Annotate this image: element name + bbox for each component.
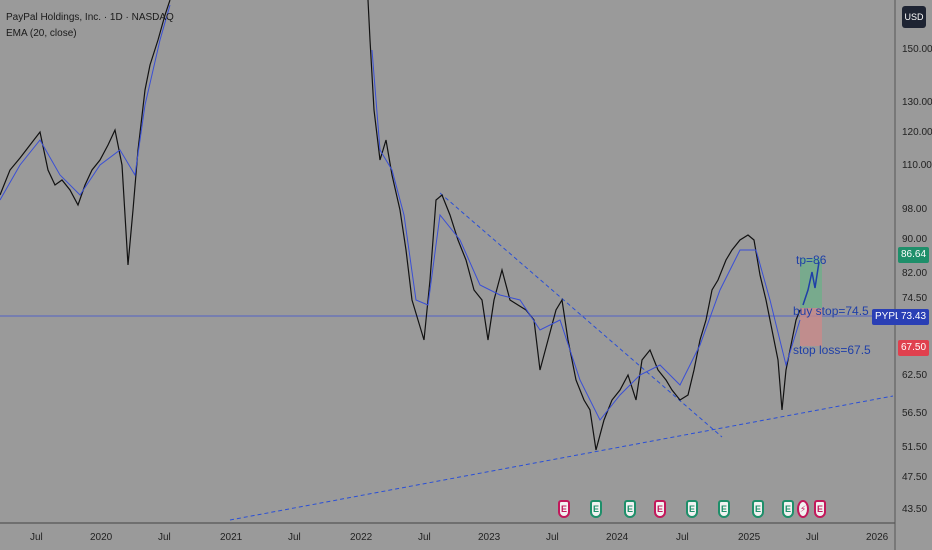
time-label: Jul bbox=[288, 532, 301, 543]
price-label: 62.50 bbox=[902, 370, 928, 381]
buy-stop-annotation[interactable]: buy stop=74.5 bbox=[793, 304, 869, 318]
price-label: 90.00 bbox=[902, 234, 928, 245]
earnings-event-icon[interactable]: E bbox=[654, 500, 666, 518]
earnings-event-icon[interactable]: E bbox=[686, 500, 698, 518]
price-label: 98.00 bbox=[902, 204, 928, 215]
earnings-event-icon[interactable]: E bbox=[624, 500, 636, 518]
price-label: 43.50 bbox=[902, 504, 928, 515]
tp-annotation[interactable]: tp=86 bbox=[796, 253, 827, 267]
time-label: 2021 bbox=[220, 532, 243, 543]
price-series-2 bbox=[367, 0, 801, 451]
stop-price-badge: 67.50 bbox=[898, 340, 930, 356]
stop-loss-annotation[interactable]: stop loss=67.5 bbox=[793, 343, 871, 357]
price-label: 74.50 bbox=[902, 293, 928, 304]
price-label: 82.00 bbox=[902, 268, 928, 279]
price-label: 120.00 bbox=[902, 127, 932, 138]
descending-trendline[interactable] bbox=[439, 192, 723, 438]
time-label: 2025 bbox=[738, 532, 761, 543]
price-label: 150.00 bbox=[902, 44, 932, 55]
split-event-icon[interactable]: ⚡ bbox=[797, 500, 809, 518]
earnings-event-icon[interactable]: E bbox=[782, 500, 794, 518]
ema-series bbox=[0, 4, 171, 201]
earnings-event-icon[interactable]: E bbox=[718, 500, 730, 518]
indicator-label[interactable]: EMA (20, close) bbox=[6, 28, 77, 39]
last-price-badge: 73.43 bbox=[898, 309, 930, 325]
tp-price-badge: 86.64 bbox=[898, 247, 930, 263]
time-label: 2026 bbox=[866, 532, 889, 543]
chart-legend: PayPal Holdings, Inc. · 1D · NASDAQ EMA … bbox=[6, 10, 174, 42]
time-label: Jul bbox=[418, 532, 431, 543]
earnings-event-icon[interactable]: E bbox=[752, 500, 764, 518]
price-label: 110.00 bbox=[902, 160, 932, 171]
price-label: 47.50 bbox=[902, 472, 928, 483]
time-label: Jul bbox=[30, 532, 43, 543]
price-series bbox=[0, 0, 171, 266]
time-label: 2022 bbox=[350, 532, 373, 543]
stop-loss-zone[interactable] bbox=[800, 308, 822, 346]
ticker-badge: PYPL bbox=[872, 309, 904, 325]
earnings-event-icon[interactable]: E bbox=[814, 500, 826, 518]
time-label: Jul bbox=[546, 532, 559, 543]
currency-button[interactable]: USD bbox=[902, 6, 926, 28]
time-label: Jul bbox=[158, 532, 171, 543]
price-label: 51.50 bbox=[902, 442, 928, 453]
projection-path bbox=[802, 261, 820, 306]
ema-series-2 bbox=[371, 49, 801, 421]
time-label: 2020 bbox=[90, 532, 113, 543]
price-label: 56.50 bbox=[902, 408, 928, 419]
time-label: 2024 bbox=[606, 532, 629, 543]
time-label: Jul bbox=[676, 532, 689, 543]
time-label: 2023 bbox=[478, 532, 501, 543]
price-label: 130.00 bbox=[902, 97, 932, 108]
ascending-trendline[interactable] bbox=[229, 395, 894, 521]
earnings-event-icon[interactable]: E bbox=[590, 500, 602, 518]
time-label: Jul bbox=[806, 532, 819, 543]
earnings-event-icon[interactable]: E bbox=[558, 500, 570, 518]
symbol-title[interactable]: PayPal Holdings, Inc. · 1D · NASDAQ bbox=[6, 12, 174, 23]
